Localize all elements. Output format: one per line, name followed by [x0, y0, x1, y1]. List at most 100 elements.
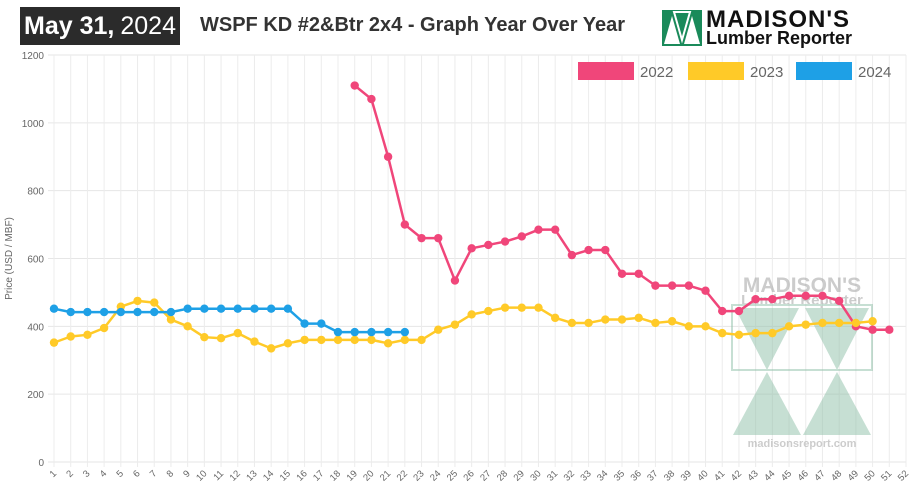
- data-point-2023: [718, 328, 727, 338]
- legend-label-2023: 2023: [750, 64, 783, 81]
- data-point-2022: [434, 233, 443, 243]
- data-point-2023: [216, 334, 226, 343]
- x-tick-label: 39: [679, 468, 694, 483]
- data-point-2023: [300, 335, 309, 345]
- y-axis-label: Price (USD / MBF): [4, 217, 15, 300]
- x-tick-label: 29: [512, 468, 527, 483]
- data-point-2023: [133, 296, 142, 306]
- x-tick-label: 52: [896, 468, 911, 483]
- data-point-2022: [450, 276, 460, 285]
- x-tick-label: 16: [294, 468, 309, 483]
- data-point-2023: [150, 298, 159, 307]
- data-point-2023: [66, 332, 75, 341]
- data-point-2022: [350, 81, 359, 90]
- legend-swatch-2024: [796, 62, 852, 80]
- x-tick-label: 44: [762, 468, 777, 483]
- data-point-2023: [99, 323, 109, 333]
- y-tick-label: 200: [27, 390, 44, 401]
- data-point-2023: [667, 317, 677, 326]
- data-point-2023: [317, 335, 326, 345]
- data-point-2024: [367, 327, 376, 337]
- x-tick-label: 17: [311, 468, 326, 483]
- x-tick-label: 37: [645, 468, 660, 483]
- data-point-2023: [200, 332, 209, 342]
- data-point-2022: [467, 244, 476, 253]
- data-point-2023: [500, 303, 510, 312]
- data-point-2022: [417, 233, 426, 243]
- watermark-triangle: [733, 372, 801, 435]
- watermark-name: MADISON'S: [743, 274, 861, 297]
- y-tick-label: 1200: [22, 51, 45, 62]
- x-tick-label: 13: [244, 468, 259, 483]
- watermark-triangle: [803, 372, 871, 435]
- data-point-2023: [233, 328, 242, 338]
- data-point-2022: [383, 152, 393, 161]
- data-point-2023: [617, 315, 627, 324]
- data-point-2023: [784, 322, 794, 331]
- data-point-2024: [166, 307, 176, 317]
- data-point-2024: [83, 307, 92, 317]
- x-tick-label: 45: [779, 468, 794, 483]
- data-point-2023: [851, 318, 861, 328]
- x-tick-label: 15: [278, 468, 293, 483]
- watermark-url: madisonsreport.com: [748, 438, 857, 450]
- x-tick-label: 46: [796, 468, 811, 483]
- data-point-2024: [383, 327, 393, 337]
- data-point-2024: [99, 307, 109, 317]
- data-point-2023: [734, 330, 744, 340]
- data-point-2024: [183, 304, 192, 313]
- chart-lines: [49, 81, 894, 353]
- x-tick-label: 5: [114, 468, 126, 480]
- x-tick-label: 43: [746, 468, 761, 483]
- data-point-2024: [250, 304, 259, 313]
- x-tick-label: 7: [148, 468, 160, 480]
- x-tick-label: 9: [181, 468, 193, 480]
- data-point-2023: [283, 339, 293, 348]
- data-point-2023: [417, 335, 426, 345]
- data-point-2022: [818, 291, 827, 301]
- x-tick-label: 33: [578, 468, 593, 483]
- data-point-2022: [601, 245, 610, 255]
- data-point-2023: [250, 337, 259, 346]
- legend-label-2024: 2024: [858, 64, 891, 81]
- x-tick-label: 34: [595, 468, 610, 483]
- data-point-2024: [200, 304, 209, 313]
- data-point-2023: [634, 313, 643, 323]
- data-point-2024: [300, 319, 309, 328]
- data-point-2022: [734, 306, 744, 316]
- logo-subtitle: Lumber Reporter: [706, 28, 853, 48]
- x-tick-label: 1: [48, 468, 60, 480]
- data-point-2022: [667, 281, 677, 290]
- data-point-2024: [66, 307, 75, 317]
- x-tick-label: 40: [695, 468, 710, 483]
- x-tick-label: 30: [528, 468, 543, 483]
- x-tick-label: 6: [131, 468, 143, 480]
- data-point-2022: [484, 240, 493, 250]
- data-point-2024: [216, 304, 226, 313]
- data-point-2022: [617, 269, 627, 278]
- y-tick-label: 1000: [22, 119, 45, 130]
- data-point-2023: [400, 335, 410, 345]
- watermark-frame: [731, 304, 873, 371]
- data-point-2024: [317, 319, 326, 328]
- x-tick-label: 2: [64, 468, 76, 480]
- data-point-2023: [266, 344, 276, 353]
- data-point-2023: [701, 322, 710, 331]
- data-point-2023: [83, 330, 92, 340]
- data-point-2022: [718, 306, 727, 316]
- legend-swatch-2022: [578, 62, 634, 80]
- data-point-2022: [834, 296, 844, 306]
- series-line-2024: [53, 307, 405, 334]
- x-tick-label: 22: [395, 468, 410, 483]
- data-point-2023: [333, 335, 343, 345]
- data-point-2024: [350, 327, 359, 337]
- data-point-2022: [550, 225, 560, 234]
- data-point-2024: [283, 304, 293, 313]
- data-point-2023: [834, 318, 844, 328]
- data-point-2022: [768, 295, 777, 304]
- x-tick-label: 25: [445, 468, 460, 483]
- data-point-2022: [784, 291, 794, 301]
- data-point-2022: [534, 225, 543, 234]
- x-tick-label: 32: [562, 468, 577, 483]
- x-tick-label: 11: [211, 468, 226, 483]
